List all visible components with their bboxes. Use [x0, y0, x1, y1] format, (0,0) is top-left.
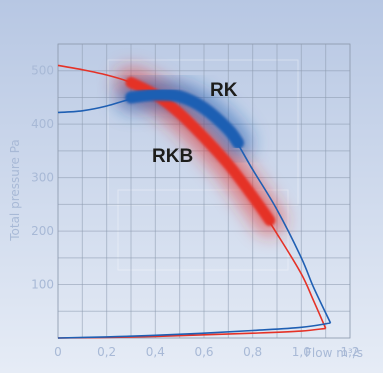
x-axis-title-text: Flow m³/s [305, 346, 363, 360]
y-tick-label: 500 [31, 64, 54, 78]
operating-band-rk [125, 88, 245, 149]
system-curve-rk [57, 322, 331, 339]
x-tick-label: 0 [54, 345, 62, 359]
plot-frame [57, 43, 351, 339]
operating-bands [125, 77, 276, 226]
series-label-rkb: RKB [152, 146, 193, 167]
plot-border [57, 43, 351, 339]
y-tick-label: 300 [31, 171, 54, 185]
x-tick-label: 0,4 [146, 345, 165, 359]
y-tick-label: 400 [31, 117, 54, 131]
y-tick-label: 100 [31, 278, 54, 292]
x-tick-label: 0,8 [243, 345, 262, 359]
y-tick-label: 200 [31, 224, 54, 238]
series-label-rk: RK [210, 80, 238, 101]
x-tick-label: 0,6 [194, 345, 213, 359]
x-tick-label: 0,2 [97, 345, 116, 359]
x-tick-label: 1,2 [340, 345, 359, 359]
x-axis-title: Flow m³/s [305, 346, 363, 360]
tick-labels: 0 0,2 0,4 0,6 0,8 1,0 1,2 100 200 300 400 500 [31, 64, 359, 359]
x-tick-label: 1,0 [292, 345, 311, 359]
y-axis-title: Total pressure Pa [8, 139, 22, 242]
